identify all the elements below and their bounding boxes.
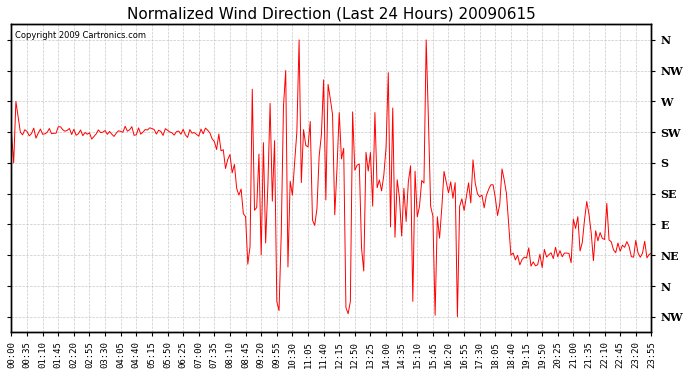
Text: Copyright 2009 Cartronics.com: Copyright 2009 Cartronics.com [14, 31, 146, 40]
Title: Normalized Wind Direction (Last 24 Hours) 20090615: Normalized Wind Direction (Last 24 Hours… [127, 7, 536, 22]
